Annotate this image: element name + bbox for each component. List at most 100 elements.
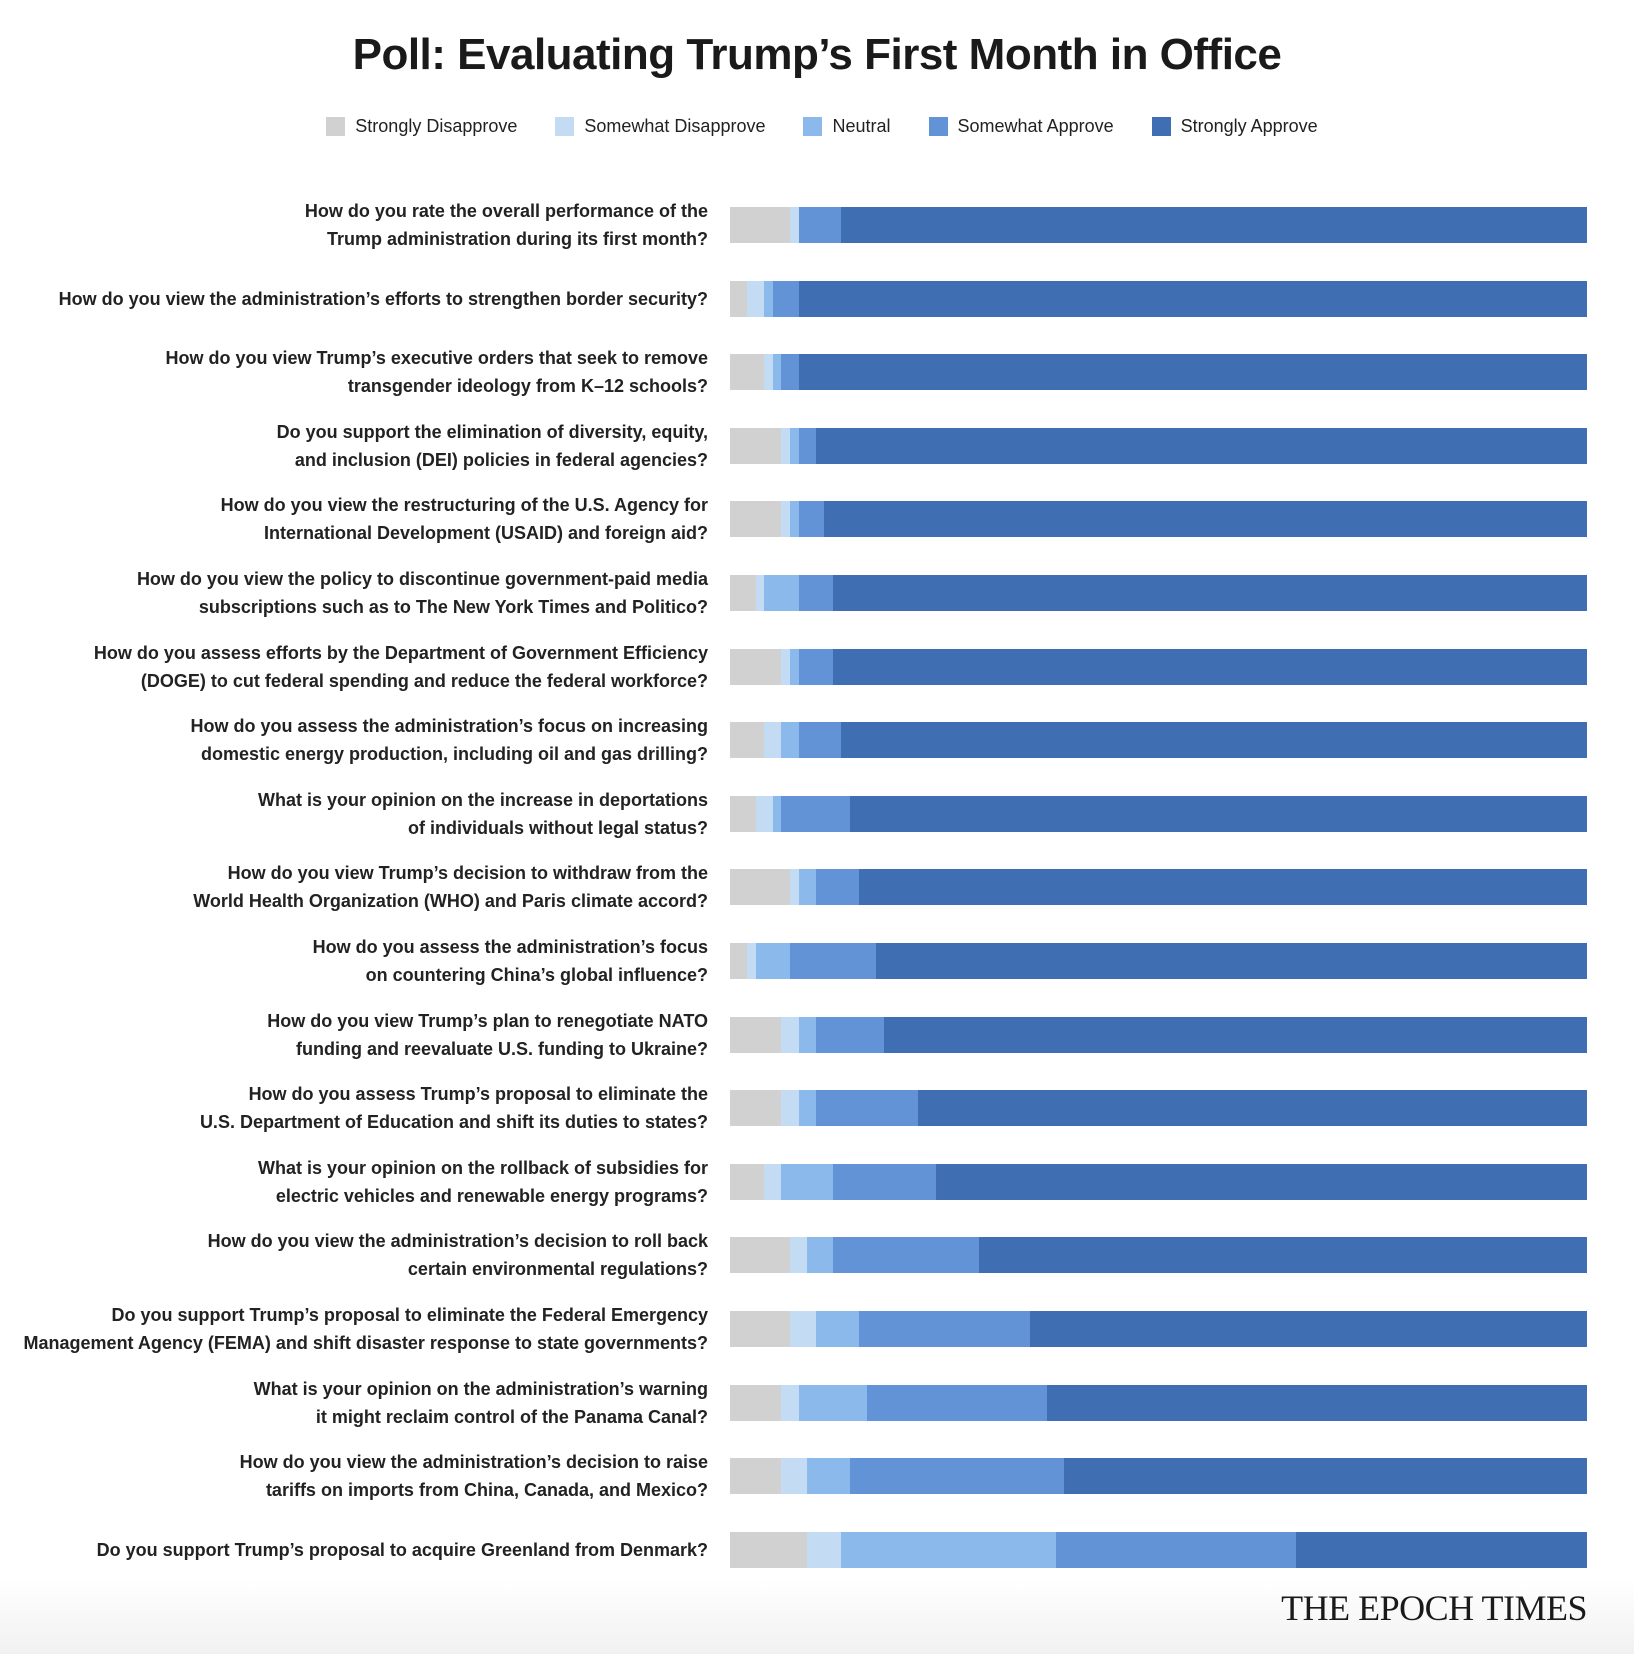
category-label: How do you view Trump’s decision to with…: [8, 859, 708, 915]
bar-segment-strongly-disapprove: [730, 1458, 782, 1495]
bar-segment-strongly-approve: [798, 280, 1587, 317]
bar-segment-somewhat-approve: [867, 1384, 1048, 1421]
category-label-line: What is your opinion on the increase in …: [257, 789, 708, 810]
bar-segment-neutral: [789, 501, 799, 538]
stacked-bar: [730, 1384, 1587, 1421]
stacked-bar: [730, 575, 1587, 611]
legend-item-neutral: Neutral: [803, 116, 891, 137]
bar-segment-strongly-disapprove: [730, 575, 756, 611]
category-label: How do you view the administration’s eff…: [8, 285, 708, 313]
category-label-line: Do you support the elimination of divers…: [276, 421, 708, 442]
chart-row: What is your opinion on the administrati…: [0, 1368, 1634, 1438]
bar-segment-strongly-approve: [978, 1237, 1587, 1274]
category-label: How do you view the administration’s dec…: [8, 1448, 708, 1504]
bar-segment-strongly-approve: [832, 648, 1587, 685]
bar-segment-strongly-disapprove: [730, 648, 782, 685]
bar-segment-strongly-disapprove: [730, 722, 765, 759]
chart-row: How do you view Trump’s plan to renegoti…: [0, 1000, 1634, 1070]
bar-segment-strongly-approve: [884, 1016, 1587, 1053]
bar-segment-strongly-disapprove: [730, 501, 782, 538]
bar-segment-neutral: [755, 943, 790, 979]
chart-row: What is your opinion on the increase in …: [0, 779, 1634, 849]
category-label-line: subscriptions such as to The New York Ti…: [198, 597, 708, 617]
stacked-bar: [730, 722, 1587, 759]
category-label-line: of individuals without legal status?: [407, 817, 708, 838]
bar-segment-somewhat-approve: [798, 722, 842, 759]
stacked-bar: [730, 280, 1587, 317]
legend-swatch: [555, 117, 575, 136]
bar-segment-somewhat-disapprove: [807, 1531, 842, 1568]
chart-row: How do you view the administration’s eff…: [0, 264, 1634, 334]
bar-segment-strongly-approve: [841, 722, 1587, 759]
bar-segment-strongly-disapprove: [730, 1531, 808, 1568]
bar-segment-strongly-approve: [1029, 1311, 1587, 1347]
category-label-line: transgender ideology from K–12 schools?: [347, 376, 708, 397]
bar-segment-neutral: [789, 427, 799, 464]
category-label: How do you view Trump’s executive orders…: [8, 344, 708, 400]
category-label-line: tariffs on imports from China, Canada, a…: [265, 1480, 708, 1501]
bar-segment-strongly-approve: [841, 207, 1587, 243]
chart-row: How do you view the restructuring of the…: [0, 484, 1634, 554]
category-label: How do you assess the administration’s f…: [8, 712, 708, 768]
bar-segment-strongly-disapprove: [730, 1384, 782, 1421]
legend-label: Somewhat Disapprove: [584, 116, 766, 136]
legend-swatch: [803, 117, 823, 136]
legend-item-somewhat-approve: Somewhat Approve: [928, 116, 1114, 137]
category-label-line: How do you view Trump’s plan to renegoti…: [267, 1010, 708, 1031]
chart-row: How do you view Trump’s executive orders…: [0, 337, 1634, 407]
chart-row: How do you assess the administration’s f…: [0, 926, 1634, 996]
category-label-line: domestic energy production, including oi…: [200, 744, 708, 765]
category-label-line: How do you view the administration’s eff…: [58, 288, 708, 309]
chart-row: How do you view Trump’s decision to with…: [0, 852, 1634, 922]
category-label: Do you support Trump’s proposal to acqui…: [8, 1536, 708, 1564]
stacked-bar: [730, 943, 1587, 979]
chart-row: How do you view the administration’s dec…: [0, 1441, 1634, 1511]
stacked-bar: [730, 1163, 1587, 1200]
bar-segment-somewhat-approve: [798, 501, 825, 538]
legend-swatch: [1151, 117, 1171, 136]
bar-segment-strongly-disapprove: [730, 1311, 790, 1347]
stacked-bar: [730, 1016, 1587, 1053]
category-label-line: electric vehicles and renewable energy p…: [275, 1185, 708, 1206]
bar-segment-strongly-disapprove: [730, 1016, 782, 1053]
bar-segment-strongly-approve: [875, 943, 1587, 979]
bar-segment-somewhat-approve: [798, 207, 842, 243]
stacked-bar: [730, 869, 1587, 906]
category-label: What is your opinion on the increase in …: [8, 786, 708, 842]
category-label-line: U.S. Department of Education and shift i…: [199, 1112, 708, 1133]
bar-segment-somewhat-approve: [815, 869, 859, 906]
bar-segment-neutral: [798, 1016, 816, 1053]
category-label-line: What is your opinion on the administrati…: [253, 1378, 708, 1399]
legend-item-somewhat-disapprove: Somewhat Disapprove: [555, 116, 765, 137]
chart-title: Poll: Evaluating Trump’s First Month in …: [352, 30, 1282, 79]
chart-row: How do you rate the overall performance …: [0, 190, 1634, 260]
bar-segment-somewhat-disapprove: [789, 207, 799, 243]
chart-row: What is your opinion on the rollback of …: [0, 1147, 1634, 1217]
bar-segment-somewhat-approve: [858, 1311, 1030, 1347]
bar-segment-strongly-approve: [798, 354, 1587, 391]
bar-segment-strongly-disapprove: [730, 280, 748, 317]
category-label: How do you view Trump’s plan to renegoti…: [8, 1007, 708, 1063]
legend-item-strongly-approve: Strongly Approve: [1151, 116, 1318, 137]
stacked-bar: [730, 1237, 1587, 1274]
bar-segment-strongly-disapprove: [730, 354, 765, 391]
category-label: How do you view the policy to discontinu…: [8, 565, 708, 621]
category-label-line: World Health Organization (WHO) and Pari…: [193, 891, 708, 912]
legend: Strongly Disapprove Somewhat Disapprove …: [0, 116, 1634, 137]
bar-segment-strongly-approve: [849, 795, 1587, 832]
bar-segment-somewhat-approve: [781, 795, 850, 832]
bar-segment-somewhat-disapprove: [764, 722, 782, 759]
chart-row: How do you assess the administration’s f…: [0, 705, 1634, 775]
bar-segment-somewhat-disapprove: [789, 1237, 808, 1274]
category-label: How do you view the restructuring of the…: [8, 491, 708, 547]
stacked-bar: [730, 427, 1587, 464]
chart-row: Do you support Trump’s proposal to acqui…: [0, 1515, 1634, 1585]
category-label-line: How do you assess efforts by the Departm…: [93, 642, 708, 663]
stacked-bar: [730, 501, 1587, 538]
bar-segment-strongly-disapprove: [730, 427, 782, 464]
bar-segment-neutral: [807, 1458, 850, 1495]
category-label-line: International Development (USAID) and fo…: [263, 523, 708, 544]
stacked-bar: [730, 207, 1587, 243]
bar-segment-somewhat-disapprove: [764, 354, 773, 391]
bar-segment-somewhat-disapprove: [789, 869, 799, 906]
